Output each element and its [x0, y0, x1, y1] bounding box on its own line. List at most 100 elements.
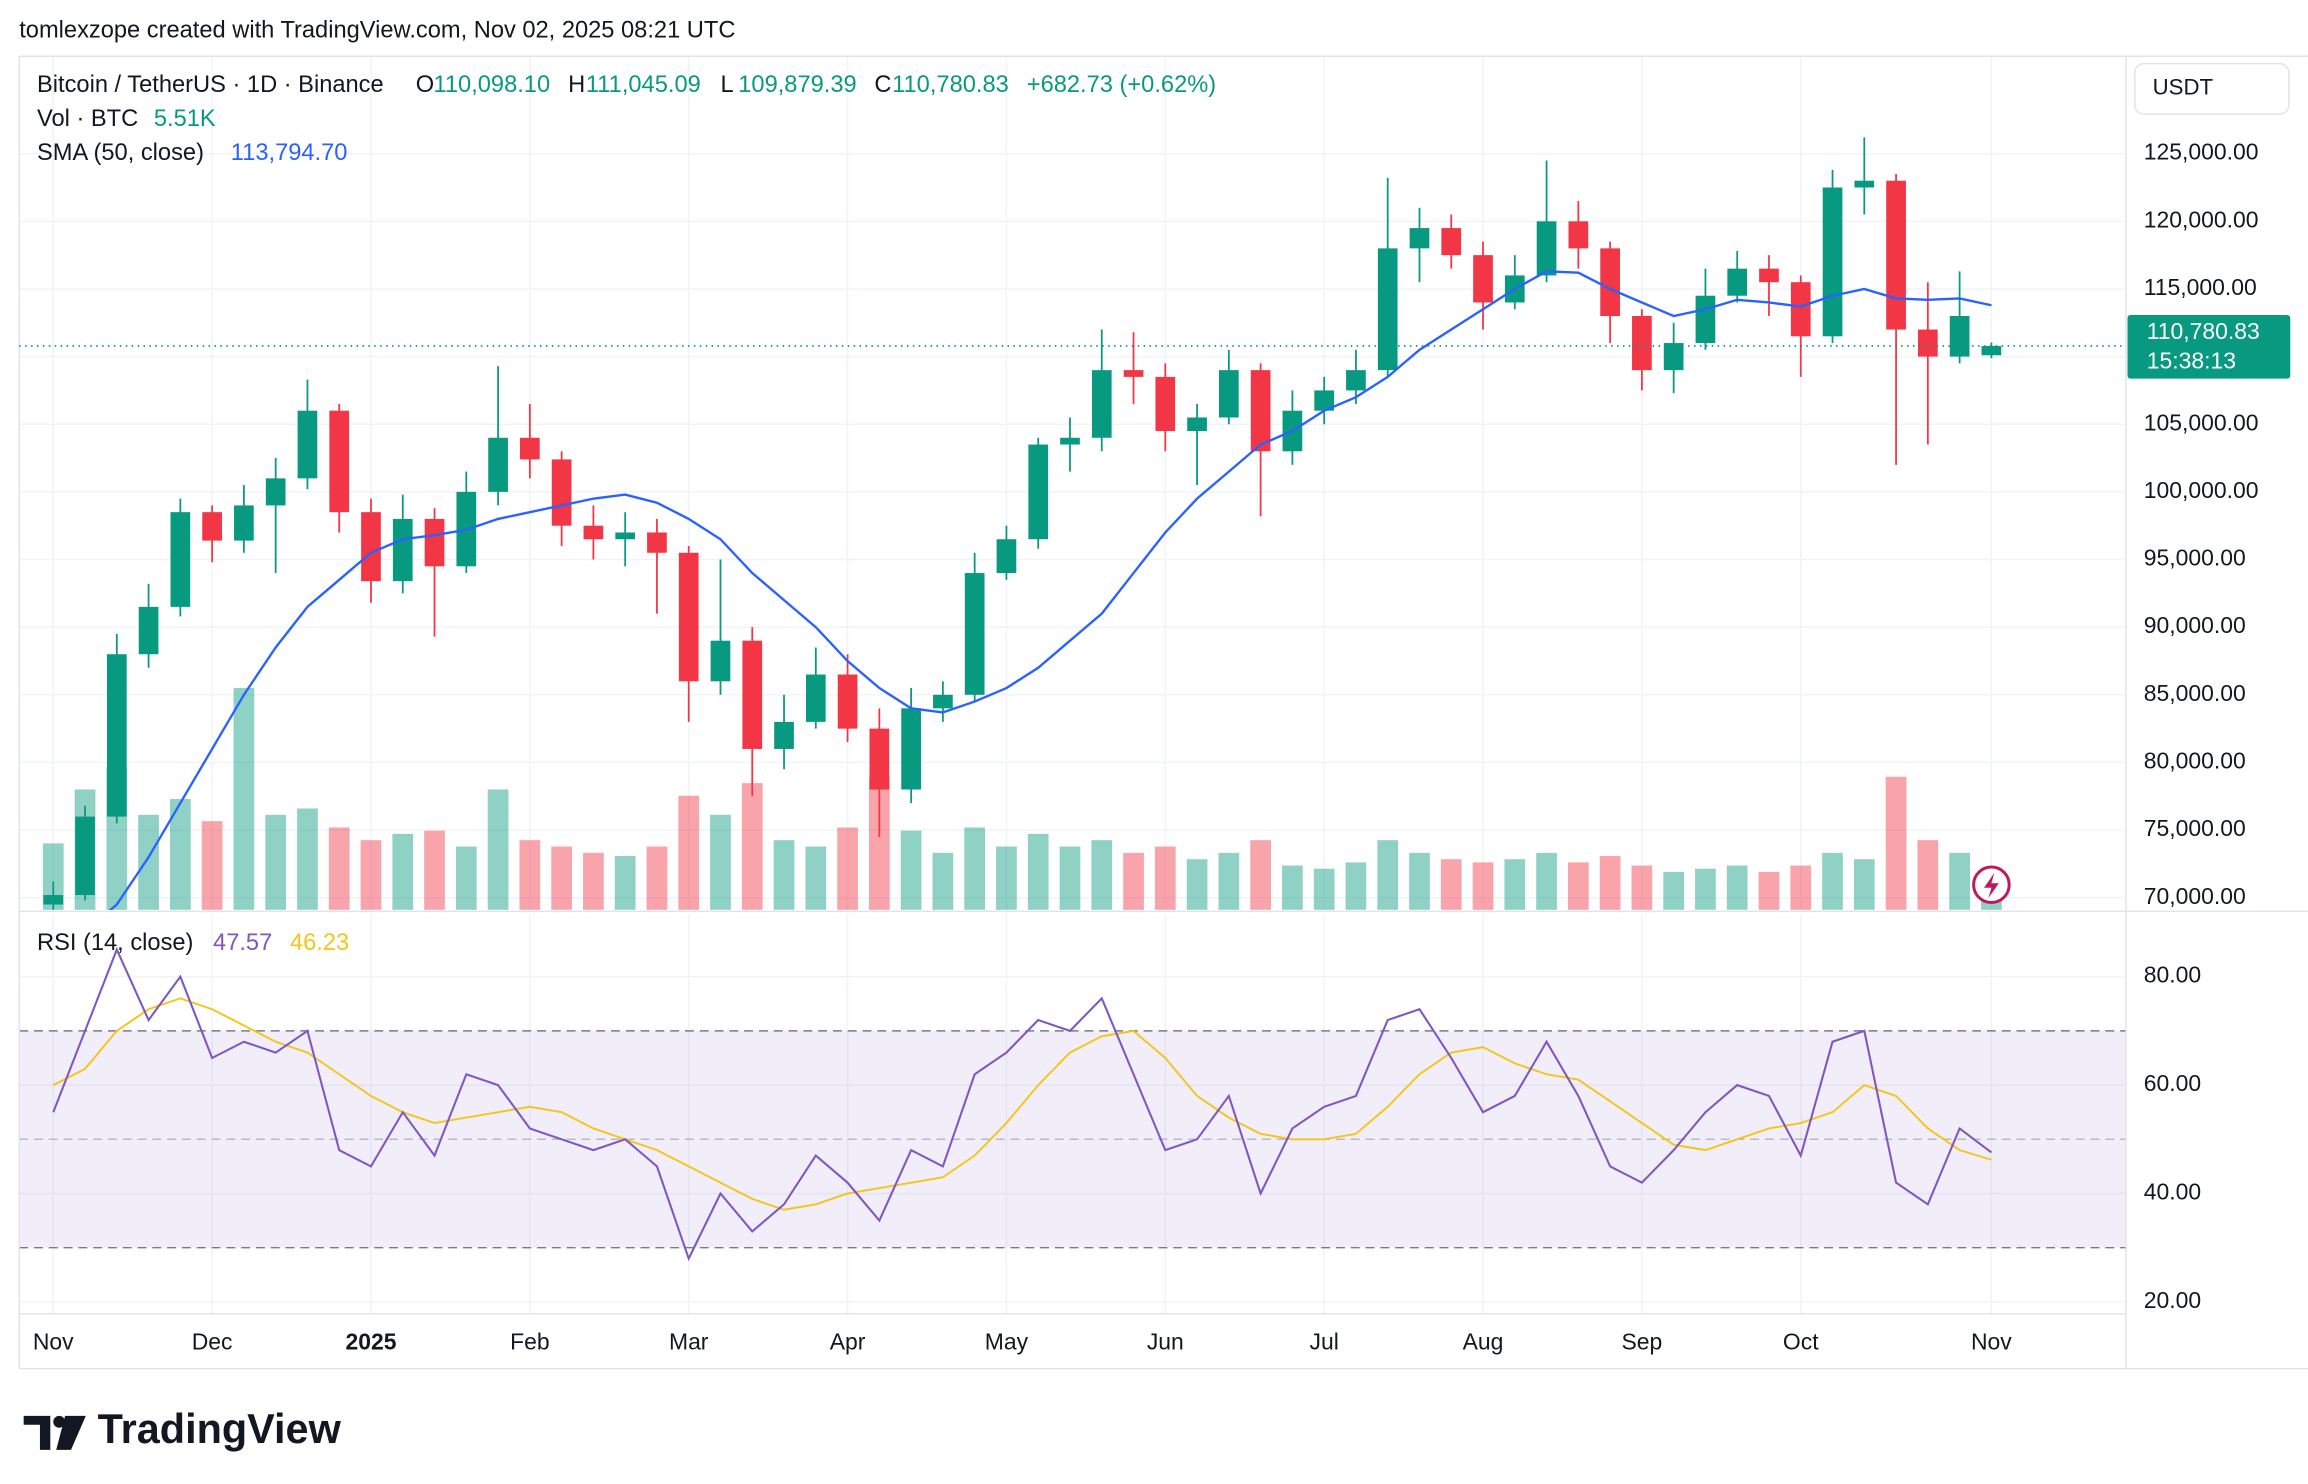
y-tick-label: 80.00 — [2144, 962, 2201, 988]
legend-ohlc-value: 109,879.39 — [738, 72, 856, 98]
volume-bar — [710, 814, 731, 910]
volume-bar — [646, 846, 668, 910]
icon-bolt[interactable] — [1983, 872, 1999, 899]
y-tick-label: 60.00 — [2144, 1070, 2201, 1096]
volume-bar — [868, 776, 890, 910]
candle-body — [1886, 180, 1906, 330]
candle-body — [1409, 228, 1430, 249]
volume-bar — [741, 783, 763, 910]
y-tick-label: 85,000.00 — [2144, 680, 2246, 706]
series-line — [52, 997, 1992, 1211]
currency-button[interactable] — [2134, 62, 2290, 115]
candle-body — [1536, 221, 1557, 276]
candle-body — [1568, 221, 1589, 249]
last-price-box — [2127, 314, 2291, 379]
y-tick-label: 95,000.00 — [2144, 545, 2246, 571]
x-tick-label: Oct — [1783, 1328, 1819, 1354]
legend-ohlc-label: L — [721, 72, 734, 98]
candle-body — [1187, 417, 1207, 432]
volume-bar — [1409, 852, 1430, 910]
candle-body — [75, 816, 95, 896]
volume-bar — [1377, 840, 1399, 910]
candle-body — [1727, 268, 1748, 296]
candle-body — [551, 459, 572, 526]
lightning-icon[interactable] — [1972, 865, 2011, 905]
candle-body — [1377, 248, 1398, 371]
candle-body — [869, 728, 890, 790]
x-tick-label: Nov — [1971, 1328, 2012, 1354]
candle-body — [170, 512, 191, 607]
volume-bar — [424, 830, 445, 910]
volume-bar — [1218, 852, 1240, 910]
candle-body — [1981, 346, 2002, 356]
candle-body — [106, 654, 127, 817]
volume-bar — [1282, 865, 1303, 910]
legend-ohlc-label: C — [874, 72, 891, 98]
candle-body — [424, 518, 445, 567]
volume-bar — [614, 856, 636, 910]
candle-body — [234, 505, 254, 541]
volume-bar — [964, 827, 986, 910]
logo-mark — [23, 1415, 51, 1450]
candle-body — [837, 674, 858, 729]
volume-bar — [1059, 846, 1081, 910]
volume-bar — [297, 808, 318, 910]
x-tick-label: May — [985, 1328, 1029, 1354]
volume-bar — [233, 687, 255, 910]
y-tick-label: 70,000.00 — [2144, 883, 2246, 909]
volume-bar — [1440, 859, 1462, 910]
candle-body — [1632, 316, 1652, 371]
last-price-label: 110,780.83 — [2147, 318, 2260, 344]
legend-volume-value: 5.51K — [154, 106, 216, 132]
legend-rsi: RSI (14, close) — [37, 930, 193, 956]
candle-body — [1473, 255, 1493, 303]
y-tick-label: 40.00 — [2144, 1179, 2201, 1205]
volume-bar — [1250, 840, 1271, 910]
x-tick-label: Aug — [1463, 1328, 1504, 1354]
candle-body — [329, 410, 350, 513]
volume-bar — [1186, 859, 1208, 910]
candle-body — [265, 478, 286, 506]
volume-bar — [773, 840, 795, 910]
candle-body — [1917, 329, 1938, 357]
legend-volume: Vol · BTC — [37, 106, 138, 132]
volume-bar — [360, 840, 382, 910]
volume-bar — [328, 827, 350, 910]
volume-bar — [169, 798, 191, 910]
x-tick-label: Mar — [669, 1328, 709, 1354]
volume-bar — [1917, 840, 1939, 910]
candle-body — [1790, 282, 1811, 337]
candle-body — [1822, 187, 1843, 337]
legend-ohlc-value: 110,780.83 — [892, 72, 1009, 98]
main-pane — [42, 137, 2002, 910]
legend-rsi-ma-value: 46.23 — [290, 930, 349, 956]
volume-bar — [932, 852, 954, 910]
x-tick-label: Jun — [1147, 1328, 1184, 1354]
candle-body — [1314, 390, 1335, 411]
candle-body — [1441, 228, 1462, 256]
volume-bar — [1154, 846, 1176, 910]
candle-body — [297, 410, 318, 479]
volume-bar — [1631, 865, 1653, 910]
candle-body — [805, 674, 826, 722]
x-tick-label: Nov — [33, 1328, 74, 1354]
volume-bar — [1567, 862, 1589, 910]
volume-bar — [551, 846, 572, 910]
candle-body — [774, 721, 794, 749]
volume-bar — [1758, 871, 1780, 910]
y-tick-label: 105,000.00 — [2144, 409, 2259, 435]
candle-body — [1759, 268, 1779, 283]
candle-body — [615, 532, 636, 540]
currency[interactable]: USDT — [2153, 75, 2214, 100]
volume-bar — [900, 830, 922, 910]
candle-body — [392, 518, 413, 582]
tv-logo: TradingView — [23, 1406, 342, 1452]
volume-bar — [1536, 852, 1557, 910]
candle-body — [1695, 295, 1716, 344]
volume-bar — [1504, 859, 1526, 910]
candle-body — [1218, 370, 1239, 418]
volume-bar — [265, 814, 287, 910]
